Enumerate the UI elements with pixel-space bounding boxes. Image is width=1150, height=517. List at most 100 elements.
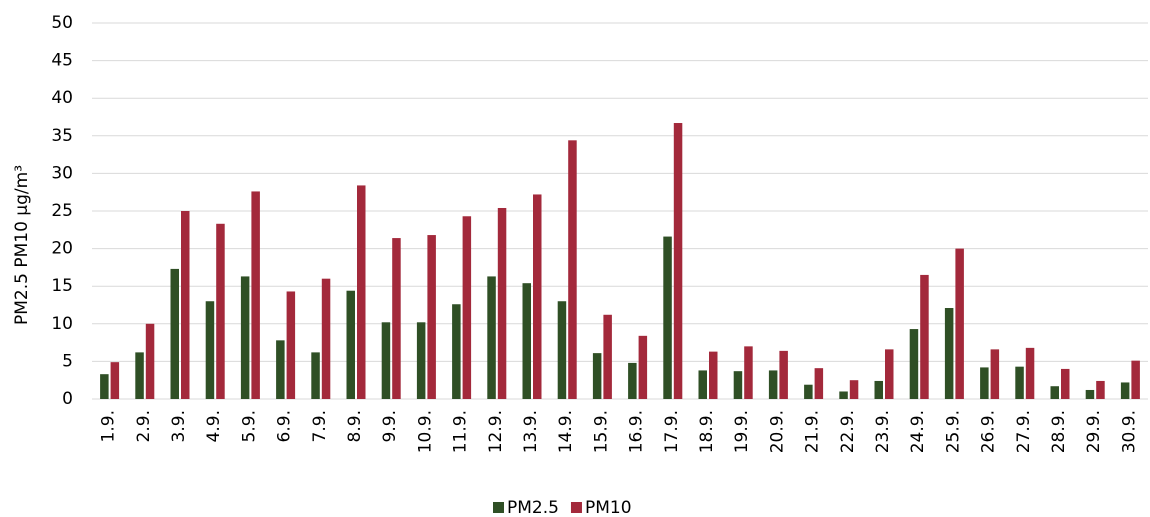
x-tick-label: 10.9. xyxy=(415,410,435,453)
legend-label: PM10 xyxy=(585,498,632,517)
bar xyxy=(205,301,215,399)
y-tick-label: 20 xyxy=(51,239,73,259)
bar xyxy=(874,380,883,399)
y-axis-label: PM2.5 PM10 µg/m³ xyxy=(12,165,32,325)
y-tick-label: 15 xyxy=(51,276,73,296)
x-tick-label: 5.9. xyxy=(239,410,259,442)
bar xyxy=(638,335,648,399)
bar xyxy=(909,329,919,399)
bar xyxy=(181,211,190,399)
y-tick-label: 35 xyxy=(51,126,73,146)
x-tick-label: 28.9. xyxy=(1049,410,1069,453)
bar xyxy=(698,370,707,399)
x-tick-label: 25.9. xyxy=(943,410,963,453)
x-tick-label: 9.9. xyxy=(380,410,400,442)
bar xyxy=(804,384,813,399)
x-tick-label: 23.9. xyxy=(873,410,893,453)
bar xyxy=(170,268,179,399)
legend-label: PM2.5 xyxy=(507,498,559,517)
x-tick-label: 18.9. xyxy=(697,410,717,453)
bar xyxy=(276,340,285,399)
bar xyxy=(286,291,296,399)
y-tick-label: 0 xyxy=(62,389,73,409)
x-tick-label: 21.9. xyxy=(803,410,823,453)
bar xyxy=(944,308,954,399)
bar xyxy=(427,235,436,399)
bar xyxy=(533,194,542,399)
bar xyxy=(135,352,144,399)
y-tick-label: 25 xyxy=(51,201,73,221)
bar xyxy=(240,276,250,399)
x-tick-label: 27.9. xyxy=(1014,410,1034,453)
bar xyxy=(768,370,778,399)
legend-swatch xyxy=(570,502,582,513)
bar xyxy=(1061,368,1070,399)
x-tick-label: 13.9. xyxy=(521,410,541,453)
bar xyxy=(452,304,461,399)
bar xyxy=(990,349,1000,399)
bar xyxy=(1015,366,1024,399)
bar xyxy=(1120,382,1130,399)
bar xyxy=(145,323,155,399)
x-tick-label: 30.9. xyxy=(1119,410,1139,453)
y-tick-label: 50 xyxy=(51,13,73,33)
x-tick-label: 24.9. xyxy=(908,410,928,453)
bar xyxy=(592,353,602,399)
x-tick-label: 3.9. xyxy=(169,410,189,442)
bar xyxy=(321,278,331,399)
x-tick-label: 12.9. xyxy=(486,410,506,453)
x-tick-label: 4.9. xyxy=(204,410,224,442)
bar xyxy=(1085,389,1095,399)
x-tick-label: 1.9. xyxy=(99,410,119,442)
y-tick-label: 30 xyxy=(51,163,73,183)
bar xyxy=(557,301,567,399)
bar xyxy=(709,351,718,399)
bar xyxy=(920,274,929,399)
bar xyxy=(955,248,964,399)
legend-swatch xyxy=(493,502,504,513)
bar xyxy=(110,362,120,399)
bar xyxy=(381,322,391,399)
bar xyxy=(885,349,894,399)
bar xyxy=(1050,386,1059,399)
bar xyxy=(100,374,109,399)
bar xyxy=(1025,347,1035,399)
bar xyxy=(628,362,637,399)
bar xyxy=(346,290,355,399)
bar xyxy=(603,314,612,399)
bar xyxy=(416,322,426,399)
bar xyxy=(522,283,531,399)
bar xyxy=(357,185,366,399)
x-tick-label: 29.9. xyxy=(1084,410,1104,453)
bar xyxy=(779,350,788,399)
bar xyxy=(980,367,989,399)
bar xyxy=(487,276,496,399)
x-tick-label: 15.9. xyxy=(591,410,611,453)
x-tick-label: 16.9. xyxy=(627,410,647,453)
bar xyxy=(744,346,753,399)
x-tick-label: 20.9. xyxy=(767,410,787,453)
x-tick-label: 17.9. xyxy=(662,410,682,453)
x-tick-label: 7.9. xyxy=(310,410,330,442)
y-tick-label: 40 xyxy=(51,88,73,108)
y-tick-label: 5 xyxy=(62,351,73,371)
bar xyxy=(568,140,577,399)
x-tick-label: 19.9. xyxy=(732,410,752,453)
x-tick-label: 6.9. xyxy=(275,410,295,442)
bar xyxy=(1096,380,1105,399)
y-tick-label: 45 xyxy=(51,51,73,71)
bar xyxy=(311,352,320,399)
bar xyxy=(733,371,743,399)
x-tick-label: 14.9. xyxy=(556,410,576,453)
x-tick-label: 11.9. xyxy=(451,410,471,453)
bar xyxy=(673,123,683,400)
bar xyxy=(663,236,672,399)
bar xyxy=(216,223,225,399)
y-tick-label: 10 xyxy=(51,314,73,334)
x-tick-label: 2.9. xyxy=(134,410,154,442)
x-tick-label: 22.9. xyxy=(838,410,858,453)
bar xyxy=(392,238,401,399)
bar xyxy=(814,368,824,399)
bar xyxy=(839,391,848,399)
